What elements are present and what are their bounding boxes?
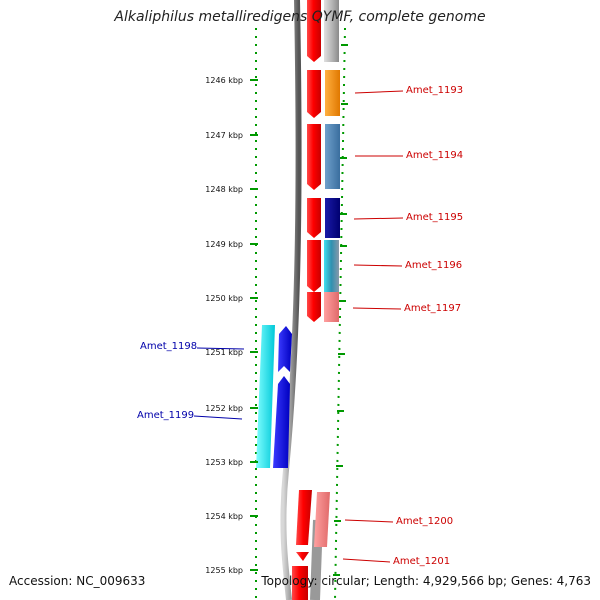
lower-red-block [292,566,308,600]
gene-label: Amet_1195 [406,212,463,223]
gene-block-amet_1198-arrow [278,326,292,372]
gene-block-amet_1193 [325,70,340,116]
gene-block-amet_1200 [314,492,330,547]
gene-block-amet_1201 [296,552,309,561]
plus-strand-red-block [307,70,321,118]
kbp-tick-label: 1253 kbp [205,458,243,467]
gene-block-amet_1196 [324,240,339,292]
topology-text: Topology: circular; Length: 4,929,566 bp… [261,574,591,588]
accession-text: Accession: NC_009633 [9,574,146,588]
gene-label: Amet_1200 [396,516,453,527]
plus-strand-red-block [307,292,321,322]
kbp-tick-label: 1254 kbp [205,512,243,521]
gene-label: Amet_1197 [404,303,461,314]
plus-strand-red-block [307,198,321,238]
gene-label: Amet_1196 [405,260,462,271]
backbone-arc [280,0,302,600]
gene-block-amet_1198 [256,325,275,468]
gene-block-amet_1194 [325,124,340,189]
gene-leader-line [344,519,394,523]
gene-block-amet_1200-red [296,490,312,545]
gene-label: Amet_1199 [137,410,194,421]
gene-label: Amet_1193 [406,85,463,96]
gene-leader-line [353,264,403,267]
gene-block-amet_1197 [324,292,339,322]
kbp-tick-label: 1246 kbp [205,76,243,85]
gene-leader-line [342,558,391,563]
kbp-tick-label: 1252 kbp [205,404,243,413]
gene-leader-line [352,307,402,310]
kbp-tick-label: 1248 kbp [205,185,243,194]
gene-labels: Amet_1193 Amet_1194 Amet_1195 Amet_1196 Amet… [137,85,463,567]
gene-leader-line [354,90,404,94]
plus-strand-red-block [307,240,321,292]
plus-strand-red-block [307,124,321,190]
kbp-tick-label: 1250 kbp [205,294,243,303]
gene-leader-line [196,347,245,350]
gene-leader-line [353,217,404,220]
gene-leader-line [193,415,243,420]
kbp-tick-label: 1255 kbp [205,566,243,575]
gene-block-amet_1199 [273,376,290,468]
gene-block-amet_1195 [325,198,340,238]
kbp-tick-label: 1247 kbp [205,131,243,140]
top-grey-block [324,0,339,62]
plus-strand-red-block [307,0,321,62]
gene-label: Amet_1198 [140,341,197,352]
gene-label: Amet_1201 [393,556,450,567]
kbp-tick-label: 1249 kbp [205,240,243,249]
genome-title: Alkaliphilus metalliredigens QYMF, compl… [114,9,486,25]
gene-features [256,0,340,600]
kbp-ruler: 1246 kbp 1247 kbp 1248 kbp 1249 kbp 1250 kbp… [205,44,348,576]
kbp-tick-label: 1251 kbp [205,348,243,357]
gene-label: Amet_1194 [406,150,463,161]
